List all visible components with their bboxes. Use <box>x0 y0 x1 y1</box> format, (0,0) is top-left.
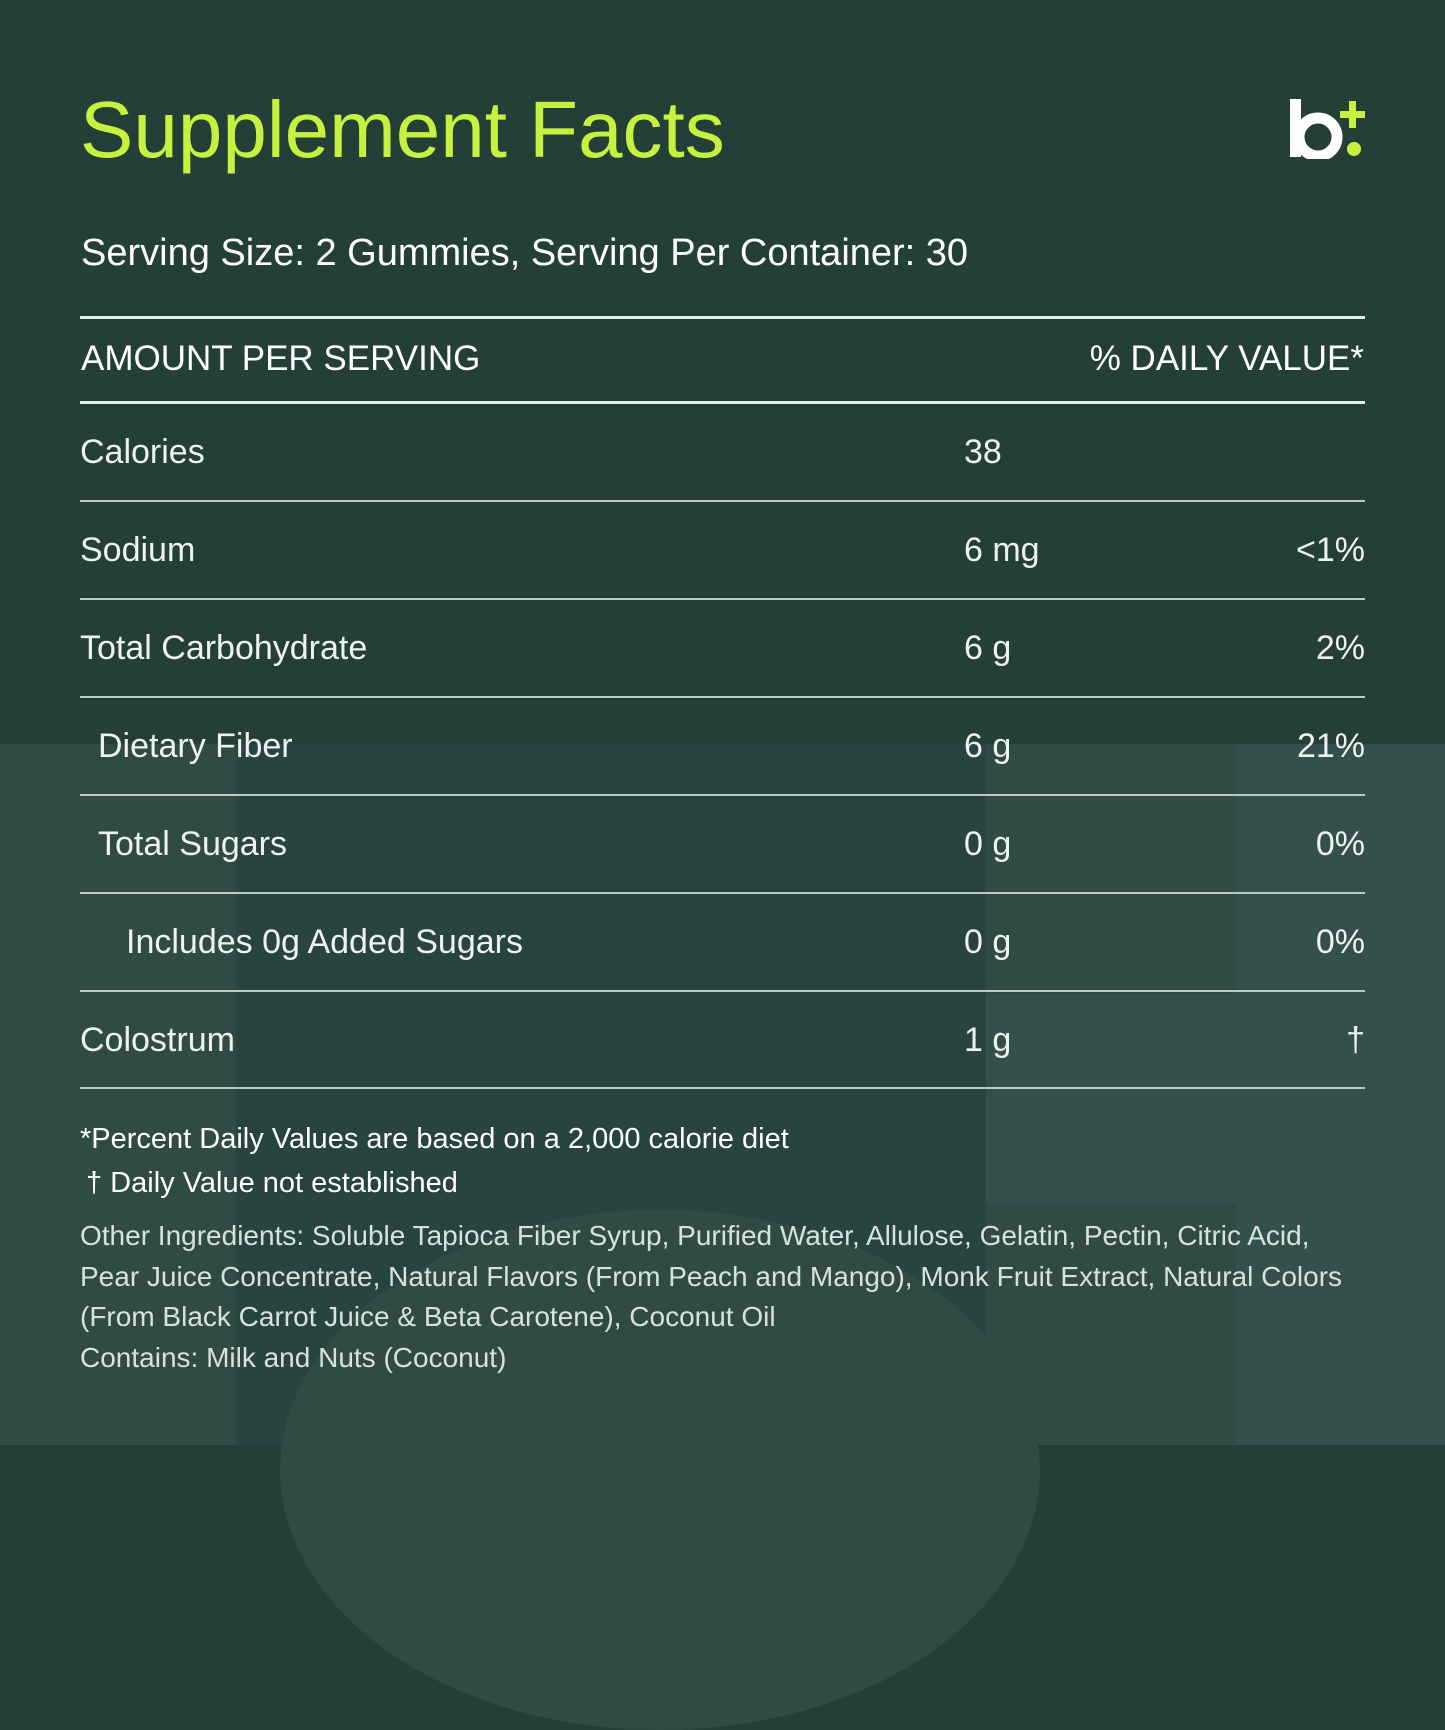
row-divider <box>80 990 1365 992</box>
allergen-statement: Contains: Milk and Nuts (Coconut) <box>80 1341 507 1373</box>
nutrient-daily-value: 0% <box>1315 825 1365 863</box>
nutrient-amount: 6 g <box>964 727 1012 765</box>
ingredients-block: Other Ingredients: Soluble Tapioca Fiber… <box>80 1216 1370 1378</box>
nutrient-daily-value: † <box>1346 1021 1365 1059</box>
nutrient-daily-value: 2% <box>1315 629 1365 667</box>
table-row: Total Carbohydrate 6 g 2% <box>80 599 1365 697</box>
other-ingredients: Other Ingredients: Soluble Tapioca Fiber… <box>80 1220 1343 1332</box>
row-divider <box>80 794 1365 796</box>
daily-value-header: % DAILY VALUE* <box>1089 339 1364 378</box>
amount-per-serving-header: AMOUNT PER SERVING <box>81 339 481 378</box>
supplement-facts-panel: Supplement Facts Serving Size: 2 Gummies… <box>80 85 1370 1378</box>
nutrient-amount: 0 g <box>964 825 1012 863</box>
nutrient-amount: 38 <box>964 433 1002 471</box>
nutrient-amount: 6 g <box>964 629 1012 667</box>
row-divider <box>80 696 1365 698</box>
watermark-plus-bar <box>1236 744 1445 1445</box>
table-row: Calories 38 <box>80 403 1365 501</box>
nutrient-name: Sodium <box>80 531 196 569</box>
row-divider <box>80 500 1365 502</box>
table-row: Includes 0g Added Sugars 0 g 0% <box>80 893 1365 991</box>
table-row: Dietary Fiber 6 g 21% <box>80 697 1365 795</box>
serving-size: Serving Size: 2 Gummies, Serving Per Con… <box>81 232 969 274</box>
nutrient-amount: 0 g <box>964 923 1012 961</box>
watermark-block <box>986 994 1236 1204</box>
nutrient-name: Dietary Fiber <box>98 727 293 765</box>
daily-value-footnote: *Percent Daily Values are based on a 2,0… <box>80 1123 789 1155</box>
nutrient-amount: 1 g <box>964 1021 1012 1059</box>
nutrient-name: Total Sugars <box>98 825 287 863</box>
nutrient-name: Total Carbohydrate <box>80 629 368 667</box>
nutrient-name: Colostrum <box>80 1021 235 1059</box>
nutrient-name: Includes 0g Added Sugars <box>126 923 523 961</box>
page-title: Supplement Facts <box>80 85 725 174</box>
not-established-footnote: † Daily Value not established <box>86 1167 458 1199</box>
nutrient-amount: 6 mg <box>964 531 1040 569</box>
table-row: Colostrum 1 g † <box>80 991 1365 1089</box>
row-divider <box>80 598 1365 600</box>
table-top-rule <box>80 316 1365 319</box>
row-divider <box>80 892 1365 894</box>
nutrient-daily-value: 0% <box>1315 923 1365 961</box>
table-bottom-rule <box>80 1087 1365 1089</box>
nutrient-daily-value: <1% <box>1296 531 1365 569</box>
nutrient-daily-value: 21% <box>1296 727 1365 765</box>
table-row: Sodium 6 mg <1% <box>80 501 1365 599</box>
table-row: Total Sugars 0 g 0% <box>80 795 1365 893</box>
nutrient-name: Calories <box>80 433 205 471</box>
brand-logo-icon <box>1290 99 1365 159</box>
header-bottom-rule <box>80 401 1365 404</box>
